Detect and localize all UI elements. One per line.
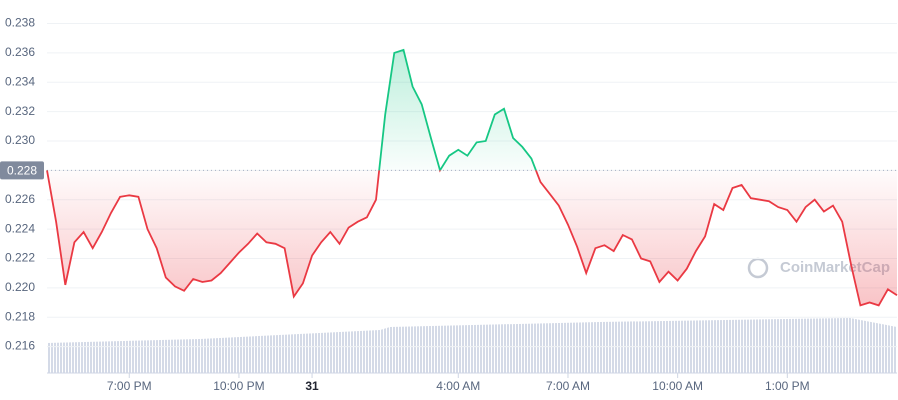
x-tick-label: 10:00 AM xyxy=(652,379,703,393)
y-tick-label: 0.234 xyxy=(5,74,35,88)
watermark-logo xyxy=(747,257,769,279)
y-tick-label: 0.220 xyxy=(5,280,35,294)
x-tick-label: 4:00 AM xyxy=(436,379,480,393)
y-tick-label: 0.226 xyxy=(5,192,35,206)
y-tick-label: 0.238 xyxy=(5,16,35,30)
baseline-label-box xyxy=(0,161,44,180)
price-line-up xyxy=(46,48,537,171)
price-line-down xyxy=(46,170,898,307)
volume-bars xyxy=(47,318,897,373)
baseline-label: 0.228 xyxy=(7,164,37,178)
x-tick-label: 1:00 PM xyxy=(765,379,810,393)
y-tick-label: 0.224 xyxy=(5,221,35,235)
y-tick-label: 0.232 xyxy=(5,104,35,118)
x-tick-label: 7:00 AM xyxy=(546,379,590,393)
x-tick-label: 7:00 PM xyxy=(107,379,152,393)
y-tick-label: 0.222 xyxy=(5,251,35,265)
y-tick-label: 0.218 xyxy=(5,309,35,323)
area-down xyxy=(47,170,897,306)
y-tick-label: 0.230 xyxy=(5,133,35,147)
y-tick-label: 0.216 xyxy=(5,339,35,353)
y-tick-label: 0.236 xyxy=(5,45,35,59)
x-tick-label: 31 xyxy=(305,379,319,393)
x-tick-label: 10:00 PM xyxy=(213,379,264,393)
